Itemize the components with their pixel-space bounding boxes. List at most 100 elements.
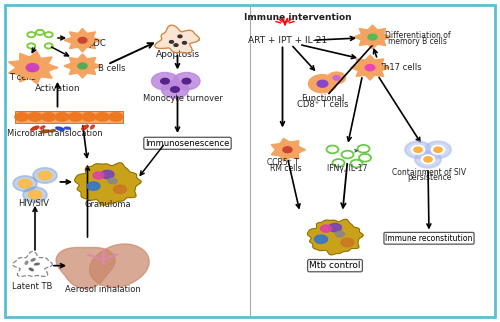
Polygon shape <box>356 71 365 76</box>
Polygon shape <box>365 75 375 80</box>
Circle shape <box>160 78 170 84</box>
Polygon shape <box>377 29 386 34</box>
Polygon shape <box>360 40 368 45</box>
Circle shape <box>182 78 191 84</box>
Circle shape <box>70 58 94 74</box>
Polygon shape <box>41 57 52 64</box>
Text: Activation: Activation <box>34 84 80 93</box>
Text: pDC: pDC <box>88 39 106 48</box>
Ellipse shape <box>40 130 50 133</box>
Circle shape <box>71 33 94 48</box>
Circle shape <box>78 37 87 43</box>
Ellipse shape <box>90 125 94 129</box>
Polygon shape <box>375 59 384 64</box>
Text: Differentiation of: Differentiation of <box>384 31 450 40</box>
Circle shape <box>421 155 435 164</box>
Circle shape <box>328 72 345 84</box>
Circle shape <box>55 112 70 121</box>
Circle shape <box>108 178 117 184</box>
Circle shape <box>283 147 292 153</box>
Text: Mtb control: Mtb control <box>309 261 361 270</box>
Polygon shape <box>90 244 149 287</box>
Circle shape <box>26 63 39 72</box>
Polygon shape <box>30 77 40 84</box>
Polygon shape <box>41 71 52 78</box>
Ellipse shape <box>56 127 64 130</box>
Text: T cells: T cells <box>9 73 36 82</box>
Circle shape <box>28 191 42 199</box>
Circle shape <box>114 185 126 194</box>
Polygon shape <box>78 73 87 78</box>
Circle shape <box>333 76 340 80</box>
Circle shape <box>414 147 422 152</box>
Circle shape <box>178 35 182 38</box>
Ellipse shape <box>40 126 44 129</box>
Polygon shape <box>377 40 386 45</box>
Polygon shape <box>70 58 78 63</box>
Polygon shape <box>93 37 101 43</box>
Circle shape <box>182 42 186 44</box>
Polygon shape <box>368 25 377 30</box>
Circle shape <box>14 112 29 121</box>
Polygon shape <box>272 144 280 150</box>
Polygon shape <box>350 64 358 71</box>
Ellipse shape <box>64 127 70 129</box>
Text: IFNγ, IL-17: IFNγ, IL-17 <box>328 164 368 173</box>
Circle shape <box>314 235 328 243</box>
Circle shape <box>424 157 432 162</box>
Circle shape <box>276 142 299 157</box>
Text: memory B cells: memory B cells <box>388 37 447 46</box>
Text: CD8⁺ T cells: CD8⁺ T cells <box>297 100 348 109</box>
Polygon shape <box>87 43 96 49</box>
Circle shape <box>162 81 188 98</box>
FancyBboxPatch shape <box>15 111 122 123</box>
Circle shape <box>170 87 179 92</box>
Text: Immune intervention: Immune intervention <box>244 13 352 22</box>
Circle shape <box>336 231 344 237</box>
Circle shape <box>95 112 110 121</box>
Circle shape <box>341 238 354 247</box>
Polygon shape <box>78 54 87 59</box>
Polygon shape <box>280 156 290 161</box>
Circle shape <box>425 141 451 158</box>
Circle shape <box>18 179 32 188</box>
Polygon shape <box>48 64 58 71</box>
Text: Immune reconstitution: Immune reconstitution <box>386 234 472 243</box>
Circle shape <box>101 170 114 179</box>
Circle shape <box>360 29 384 45</box>
Polygon shape <box>384 34 391 40</box>
Polygon shape <box>272 150 280 156</box>
Polygon shape <box>30 52 41 58</box>
Circle shape <box>170 41 173 43</box>
Text: Latent TB: Latent TB <box>12 282 52 291</box>
Text: Apoptosis: Apoptosis <box>156 50 200 59</box>
Polygon shape <box>87 58 96 63</box>
Polygon shape <box>354 34 362 40</box>
Circle shape <box>68 112 82 121</box>
Circle shape <box>152 72 178 90</box>
Polygon shape <box>87 69 96 74</box>
Polygon shape <box>290 141 298 147</box>
Text: RM cells: RM cells <box>270 164 302 173</box>
Text: persistence: persistence <box>407 173 451 182</box>
Ellipse shape <box>31 126 39 130</box>
Ellipse shape <box>34 263 40 265</box>
Circle shape <box>358 60 382 76</box>
Circle shape <box>368 34 377 40</box>
Polygon shape <box>155 25 200 53</box>
Polygon shape <box>365 55 375 60</box>
Circle shape <box>328 223 342 232</box>
Circle shape <box>42 112 56 121</box>
Polygon shape <box>356 59 365 64</box>
Circle shape <box>16 57 49 78</box>
Text: Granuloma: Granuloma <box>84 200 131 209</box>
Polygon shape <box>368 44 377 49</box>
Circle shape <box>93 172 104 179</box>
Polygon shape <box>70 32 78 37</box>
Text: ART + IPT + IL-21: ART + IPT + IL-21 <box>248 36 327 45</box>
Polygon shape <box>20 74 30 82</box>
Ellipse shape <box>25 261 28 264</box>
Circle shape <box>33 168 57 183</box>
Circle shape <box>23 187 47 203</box>
Circle shape <box>317 80 328 87</box>
